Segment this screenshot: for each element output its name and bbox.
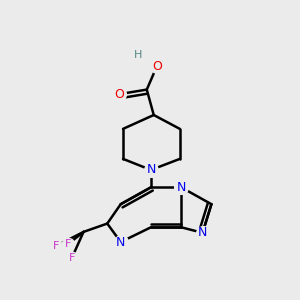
Text: N: N [116,236,125,249]
Text: O: O [152,60,162,73]
Text: F: F [64,239,71,249]
Text: N: N [146,164,156,176]
Text: N: N [198,226,207,239]
Text: H: H [134,50,142,60]
Text: N: N [176,181,186,194]
Text: F: F [69,253,75,263]
Text: F: F [52,241,59,251]
Text: O: O [114,88,124,101]
